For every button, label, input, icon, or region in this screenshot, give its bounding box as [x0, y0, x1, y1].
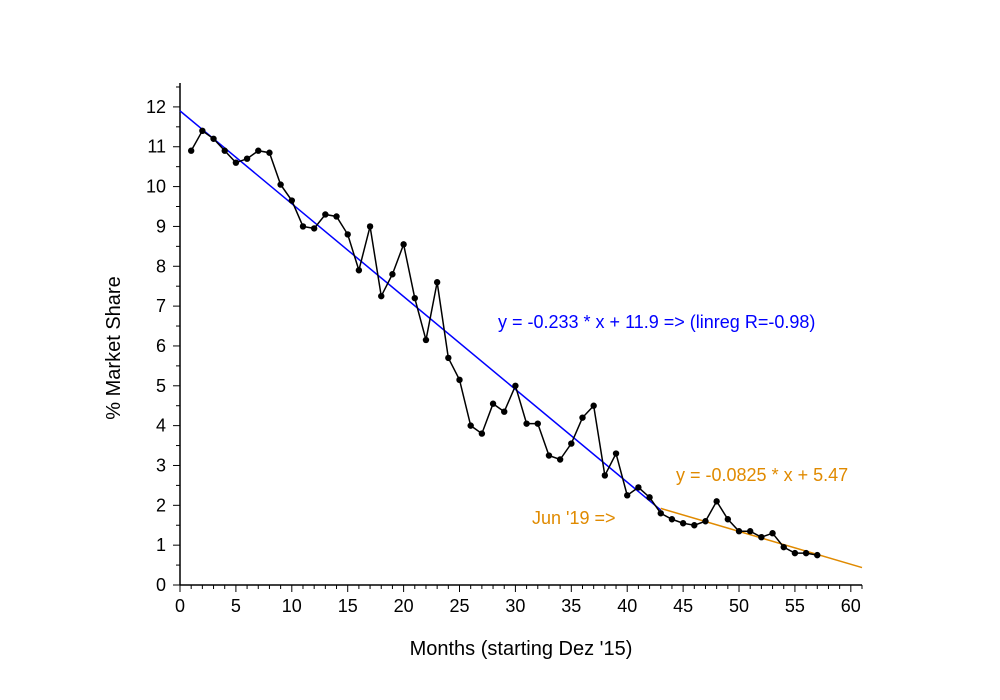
regression-label-blue: y = -0.233 * x + 11.9 => (linreg R=-0.98… — [498, 312, 815, 332]
data-point — [288, 197, 296, 204]
data-point — [534, 420, 541, 427]
y-tick-label: 12 — [146, 97, 166, 117]
x-tick-label: 5 — [231, 596, 241, 616]
x-tick-label: 60 — [841, 596, 861, 616]
annotations: y = -0.233 * x + 11.9 => (linreg R=-0.98… — [498, 312, 848, 528]
x-tick-label: 50 — [729, 596, 749, 616]
x-tick-label: 15 — [338, 596, 358, 616]
data-point — [646, 494, 653, 501]
data-point — [590, 402, 597, 409]
x-axis-title: Months (starting Dez '15) — [410, 638, 633, 660]
data-point — [791, 549, 799, 557]
series-line — [190, 129, 818, 556]
data-point — [713, 498, 720, 505]
x-tick-label: 25 — [449, 596, 469, 616]
y-tick-label: 4 — [156, 416, 166, 436]
x-tick-label: 20 — [394, 596, 414, 616]
data-point — [735, 528, 743, 535]
data-point — [556, 456, 564, 463]
y-tick-label: 6 — [156, 336, 166, 356]
data-point — [478, 430, 486, 437]
data-point — [445, 354, 452, 362]
y-tick-label: 5 — [156, 376, 166, 396]
y-tick-label: 9 — [156, 216, 166, 236]
data-point — [366, 223, 374, 230]
data-point — [277, 181, 284, 188]
data-point — [467, 422, 474, 429]
data-point — [433, 279, 441, 286]
x-tick-label: 55 — [785, 596, 805, 616]
data-point — [411, 294, 418, 302]
data-point — [512, 382, 519, 389]
regression-lines — [179, 110, 863, 569]
data-point — [187, 147, 195, 154]
data-point — [568, 440, 575, 447]
data-point — [299, 223, 307, 230]
data-point — [802, 549, 810, 557]
data-point — [624, 492, 631, 499]
data-point — [255, 147, 262, 154]
x-tick-label: 30 — [505, 596, 525, 616]
y-tick-label: 7 — [156, 296, 166, 316]
data-point — [389, 271, 396, 278]
data-point — [199, 127, 206, 135]
y-tick-label: 1 — [156, 535, 166, 555]
data-point — [579, 414, 586, 421]
x-tick-label: 45 — [673, 596, 693, 616]
data-point — [814, 551, 821, 559]
data-point — [232, 159, 240, 166]
x-tick-label: 10 — [282, 596, 302, 616]
y-tick-label: 0 — [156, 575, 166, 595]
data-point — [523, 420, 530, 427]
y-tick-label: 2 — [156, 495, 166, 515]
x-tick-label: 35 — [561, 596, 581, 616]
data-point — [545, 452, 553, 459]
y-tick-label: 10 — [146, 177, 166, 197]
regression-label-orange: y = -0.0825 * x + 5.47 — [676, 465, 848, 485]
data-point — [333, 213, 340, 220]
data-point — [489, 400, 497, 407]
data-point — [679, 520, 687, 527]
annotation-jun19: Jun '19 => — [532, 508, 616, 528]
data-point — [769, 530, 776, 537]
data-point — [344, 231, 351, 238]
data-point — [400, 241, 407, 248]
y-axis-title: % Market Share — [103, 276, 125, 419]
data-point — [668, 516, 676, 523]
y-tick-label: 3 — [156, 455, 166, 475]
data-point — [243, 155, 251, 162]
data-point — [456, 376, 463, 384]
data-point — [780, 543, 787, 551]
data-point — [422, 336, 430, 344]
data-point — [612, 450, 620, 457]
x-tick-label: 40 — [617, 596, 637, 616]
data-series — [187, 127, 821, 559]
data-point — [501, 408, 508, 415]
data-point — [635, 484, 642, 491]
data-point — [378, 292, 385, 300]
data-point — [210, 135, 217, 142]
data-point — [724, 516, 732, 523]
data-point — [322, 211, 329, 218]
y-tick-label: 8 — [156, 256, 166, 276]
data-point — [355, 267, 363, 274]
data-point — [746, 528, 754, 535]
data-point — [758, 533, 765, 541]
x-tick-label: 0 — [175, 596, 185, 616]
y-tick-label: 11 — [147, 137, 166, 157]
data-point — [691, 522, 698, 529]
data-point — [310, 225, 318, 232]
regression-line-blue — [179, 110, 662, 511]
data-point — [266, 149, 273, 156]
data-point — [221, 147, 228, 154]
data-point — [657, 510, 664, 517]
data-point — [702, 518, 709, 525]
data-point — [601, 472, 609, 479]
